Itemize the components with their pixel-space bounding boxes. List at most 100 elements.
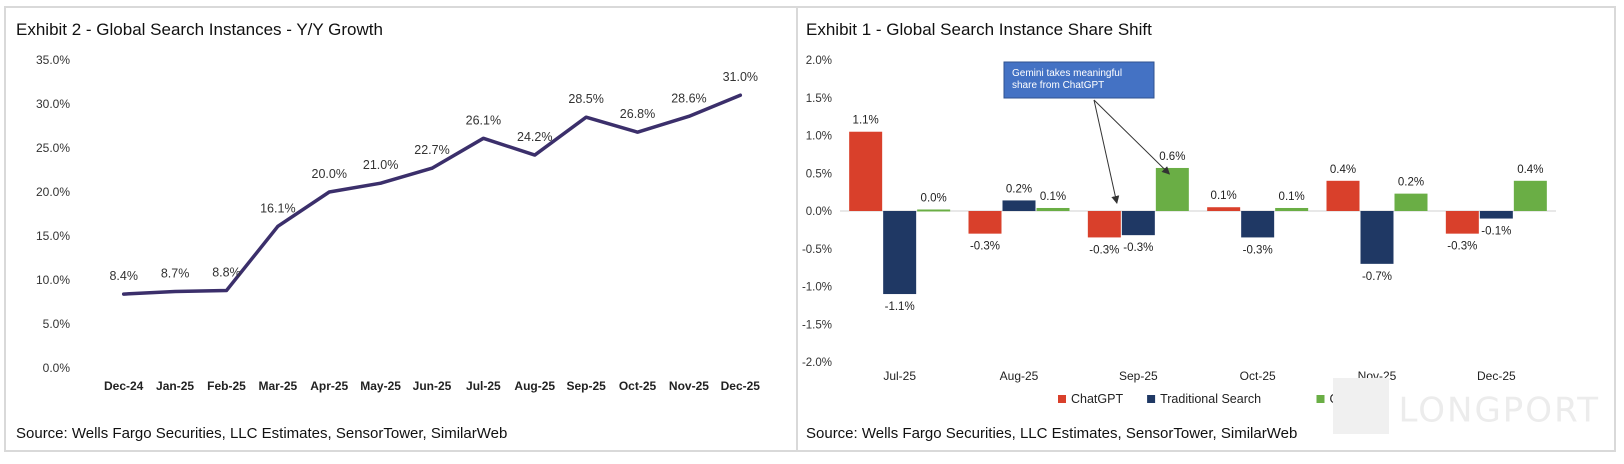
y-tick-label: 0.0% bbox=[43, 361, 71, 375]
y-tick-label: -2.0% bbox=[802, 357, 832, 369]
data-label: -0.3% bbox=[1089, 244, 1119, 256]
exhibit-2-panel: Exhibit 2 - Global Search Instances - Y/… bbox=[6, 8, 796, 450]
bar-chatgpt bbox=[1326, 180, 1360, 211]
bar-gemini bbox=[1275, 207, 1309, 211]
bar-gemini bbox=[1036, 207, 1070, 211]
x-tick-label: Jul-25 bbox=[883, 369, 916, 383]
line-chart: 0.0% 5.0% 10.0% 15.0% 20.0% 25.0% 30.0% 35.0% De… bbox=[36, 53, 761, 393]
data-label: -0.1% bbox=[1481, 226, 1511, 238]
data-point bbox=[687, 114, 691, 118]
data-point bbox=[276, 224, 280, 228]
legend-label: ChatGPT bbox=[1071, 392, 1123, 406]
data-point bbox=[738, 93, 742, 97]
legend-swatch bbox=[1147, 395, 1156, 403]
x-tick-label: Sep-25 bbox=[566, 379, 606, 393]
bar-chatgpt bbox=[968, 211, 1002, 234]
watermark-logo-icon bbox=[1332, 378, 1389, 434]
data-label: 1.1% bbox=[853, 115, 879, 127]
x-tick-label: May-25 bbox=[360, 379, 401, 393]
x-tick-label: Dec-24 bbox=[104, 379, 144, 393]
bar-traditional-search bbox=[1121, 211, 1155, 236]
x-tick-label: Jan-25 bbox=[156, 379, 194, 393]
bar-traditional-search bbox=[883, 211, 917, 295]
data-label: 24.2% bbox=[517, 130, 552, 144]
bar-gemini bbox=[1394, 193, 1428, 211]
bar-chatgpt bbox=[1207, 207, 1241, 211]
bar-gemini bbox=[917, 209, 951, 212]
series-line bbox=[121, 93, 743, 296]
panel-divider bbox=[796, 8, 798, 450]
data-label: 0.0% bbox=[921, 192, 947, 204]
bar-chart: -2.0% -1.5% -1.0% -0.5% 0.0% 0.5% 1.0% 1.5% 2.0%… bbox=[802, 55, 1556, 406]
legend-label: Traditional Search bbox=[1160, 392, 1261, 406]
x-tick-label: Oct-25 bbox=[619, 379, 657, 393]
x-tick-label: Aug-25 bbox=[514, 379, 555, 393]
y-tick-label: 35.0% bbox=[36, 53, 70, 67]
x-tick-label: Dec-25 bbox=[1477, 369, 1516, 383]
data-label: 28.6% bbox=[671, 91, 706, 105]
annotation-text: share from ChatGPT bbox=[1012, 80, 1104, 91]
y-tick-label: 10.0% bbox=[36, 273, 70, 287]
chart-source: Source: Wells Fargo Securities, LLC Esti… bbox=[16, 425, 508, 442]
data-label: -1.1% bbox=[885, 301, 915, 313]
legend-swatch bbox=[1058, 395, 1066, 403]
y-tick-label: 0.5% bbox=[806, 168, 832, 180]
data-point bbox=[224, 289, 228, 293]
chart-title: Exhibit 2 - Global Search Instances - Y/… bbox=[16, 20, 383, 39]
data-label: 22.7% bbox=[414, 143, 449, 157]
data-point bbox=[533, 153, 537, 157]
y-tick-label: 30.0% bbox=[36, 97, 70, 111]
data-label: 8.4% bbox=[109, 269, 138, 283]
chart-source: Source: Wells Fargo Securities, LLC Esti… bbox=[806, 425, 1298, 442]
data-label: -0.3% bbox=[1123, 242, 1153, 254]
y-tick-label: 0.0% bbox=[806, 206, 832, 218]
x-tick-label: Nov-25 bbox=[669, 379, 709, 393]
data-point bbox=[379, 181, 383, 185]
data-point bbox=[481, 136, 485, 140]
x-tick-label: Sep-25 bbox=[1119, 369, 1158, 383]
x-tick-label: Dec-25 bbox=[721, 379, 761, 393]
bar-traditional-search bbox=[1002, 200, 1036, 211]
bar-chatgpt bbox=[849, 131, 883, 211]
y-tick-label: 15.0% bbox=[36, 229, 70, 243]
bar-traditional-search bbox=[1360, 211, 1394, 264]
chart-title: Exhibit 1 - Global Search Instance Share… bbox=[806, 20, 1152, 39]
data-label: 0.1% bbox=[1211, 190, 1237, 202]
x-tick-label: Jul-25 bbox=[466, 379, 501, 393]
y-tick-label: -0.5% bbox=[802, 244, 832, 256]
legend-swatch bbox=[1316, 395, 1325, 403]
data-label: 0.1% bbox=[1040, 191, 1066, 203]
exhibit-1-panel: Exhibit 1 - Global Search Instance Share… bbox=[796, 8, 1618, 450]
annotation-box bbox=[1003, 61, 1155, 99]
data-label: 0.4% bbox=[1517, 164, 1543, 176]
data-point bbox=[122, 292, 126, 296]
x-tick-label: Feb-25 bbox=[207, 379, 246, 393]
data-label: 28.5% bbox=[568, 92, 603, 106]
y-tick-label: -1.0% bbox=[802, 282, 832, 294]
x-tick-label: Jun-25 bbox=[413, 379, 452, 393]
x-tick-label: Aug-25 bbox=[1000, 369, 1039, 383]
x-tick-label: Apr-25 bbox=[310, 379, 348, 393]
data-label: 26.8% bbox=[620, 107, 655, 121]
y-tick-label: 5.0% bbox=[43, 317, 71, 331]
y-tick-label: 1.5% bbox=[806, 93, 832, 105]
y-tick-label: -1.5% bbox=[802, 319, 832, 331]
figure-frame: Exhibit 2 - Global Search Instances - Y/… bbox=[4, 6, 1616, 452]
data-label: 0.4% bbox=[1330, 164, 1356, 176]
data-point bbox=[327, 190, 331, 194]
data-label: 0.2% bbox=[1006, 183, 1032, 195]
watermark-text: LONGPORT bbox=[1398, 390, 1600, 431]
data-label: -0.3% bbox=[1243, 244, 1273, 256]
data-point bbox=[173, 289, 177, 293]
data-label: 16.1% bbox=[260, 201, 295, 215]
data-label: -0.3% bbox=[1447, 241, 1477, 253]
y-tick-label: 25.0% bbox=[36, 141, 70, 155]
data-label: 0.2% bbox=[1398, 177, 1424, 189]
data-label: 0.6% bbox=[1159, 151, 1185, 163]
watermark: LONGPORT bbox=[1332, 378, 1600, 440]
bar-chatgpt bbox=[1087, 211, 1121, 238]
x-tick-label: Oct-25 bbox=[1240, 369, 1276, 383]
annotation-arrow bbox=[1093, 99, 1120, 204]
x-tick-label: Mar-25 bbox=[259, 379, 298, 393]
data-label: -0.7% bbox=[1362, 271, 1392, 283]
